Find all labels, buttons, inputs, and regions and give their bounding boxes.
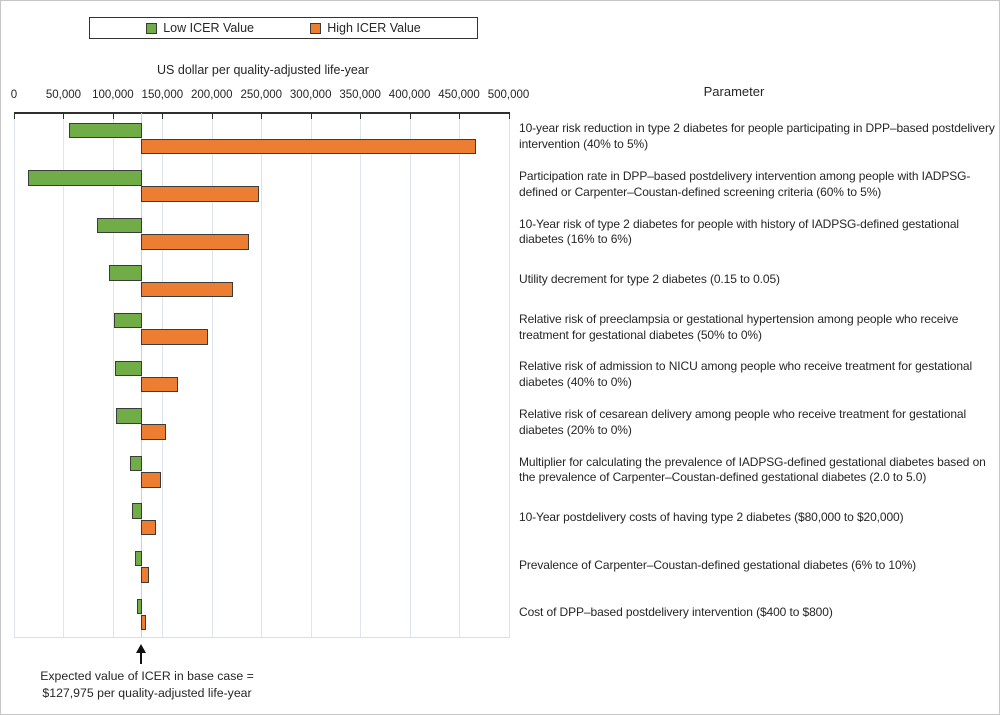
gridline — [112, 113, 114, 637]
x-axis-tick-label: 150,000 — [141, 89, 184, 101]
x-axis-tick — [459, 113, 461, 119]
base-case-annotation-line1: Expected value of ICER in base case = — [40, 669, 254, 683]
high-icer-bar — [140, 567, 149, 583]
x-axis-line — [14, 112, 510, 114]
legend-item-low: Low ICER Value — [146, 21, 254, 35]
x-axis-tick-label: 0 — [10, 89, 18, 101]
low-icer-bar — [69, 122, 142, 138]
x-axis-tick — [508, 113, 510, 119]
high-icer-bar — [140, 472, 162, 488]
low-icer-bar — [114, 360, 142, 376]
parameter-column-header: Parameter — [703, 84, 765, 99]
parameter-label: Participation rate in DPP–based postdeli… — [519, 169, 971, 199]
chart-legend: Low ICER Value High ICER Value — [89, 17, 478, 39]
low-icer-bar — [108, 265, 142, 281]
x-axis-tick-label: 500,000 — [487, 89, 530, 101]
gridline — [310, 113, 312, 637]
gridline — [459, 113, 461, 637]
parameter-label: Relative risk of admission to NICU among… — [519, 359, 973, 390]
high-icer-bar — [140, 424, 167, 440]
base-case-arrow-icon — [135, 643, 146, 653]
x-axis-tick-label: 250,000 — [240, 89, 283, 101]
x-axis-title: US dollar per quality-adjusted life-year — [157, 63, 369, 77]
x-axis-tick — [310, 113, 312, 119]
low-icer-bar — [113, 312, 142, 329]
x-axis-tick-label: 400,000 — [388, 89, 431, 101]
x-axis-tick-label: 450,000 — [438, 89, 480, 101]
parameter-label: Relative risk of cesarean delivery among… — [519, 407, 967, 437]
x-axis-tick-label: 50,000 — [45, 89, 82, 101]
low-icer-bar — [137, 598, 142, 614]
x-axis-tick-label: 100,000 — [92, 89, 134, 101]
x-axis-tick-label: 350,000 — [339, 89, 381, 101]
x-axis-tick — [211, 113, 213, 119]
high-icer-bar — [140, 138, 476, 155]
gridline — [360, 113, 362, 637]
parameter-label: 10-Year postdelivery costs of having typ… — [519, 510, 904, 525]
x-axis-tick — [14, 113, 15, 119]
legend-label-high: High ICER Value — [327, 21, 421, 35]
x-axis-tick-label: 300,000 — [289, 89, 332, 101]
base-case-annotation-line2: $127,975 per quality-adjusted life-year — [42, 685, 252, 700]
plot-bottom-line — [14, 636, 510, 638]
low-icer-bar — [97, 217, 142, 234]
gridline — [162, 113, 164, 637]
low-icer-bar — [135, 550, 142, 567]
x-axis-tick — [162, 113, 164, 119]
gridline — [211, 113, 213, 637]
low-icer-bar — [131, 503, 142, 519]
parameter-label: Utility decrement for type 2 diabetes (0… — [519, 272, 780, 287]
parameter-label: Multiplier for calculating the prevalenc… — [519, 454, 986, 485]
low-icer-bar — [115, 408, 142, 424]
x-axis-tick — [63, 113, 65, 119]
x-axis-tick — [261, 113, 263, 119]
high-icer-bar — [140, 281, 233, 298]
high-icer-swatch-icon — [310, 22, 322, 34]
high-icer-bar — [140, 186, 260, 202]
high-icer-bar — [140, 519, 157, 536]
parameter-label: Cost of DPP–based postdelivery intervent… — [519, 605, 833, 620]
x-axis-tick-label: 200,000 — [191, 89, 233, 101]
high-icer-bar — [140, 234, 250, 250]
high-icer-bar — [140, 614, 147, 631]
high-icer-bar — [140, 329, 208, 345]
parameter-label: Relative risk of preeclampsia or gestati… — [519, 311, 959, 342]
legend-item-high: High ICER Value — [310, 21, 421, 35]
low-icer-bar — [27, 170, 142, 186]
parameter-label: 10-year risk reduction in type 2 diabete… — [519, 121, 995, 152]
x-axis-tick — [112, 113, 114, 119]
legend-label-low: Low ICER Value — [163, 21, 254, 35]
gridline — [409, 113, 411, 637]
high-icer-bar — [140, 376, 179, 393]
low-icer-swatch-icon — [146, 22, 158, 34]
gridline — [14, 113, 15, 637]
gridline — [508, 113, 510, 637]
base-case-annotation: Expected value of ICER in base case = $1… — [27, 668, 267, 702]
gridline — [261, 113, 263, 637]
x-axis-tick — [360, 113, 362, 119]
parameter-label: 10-Year risk of type 2 diabetes for peop… — [519, 216, 959, 247]
base-case-arrow-shaft — [139, 651, 142, 664]
gridline — [63, 113, 65, 637]
x-axis-tick — [409, 113, 411, 119]
parameter-label: Prevalence of Carpenter–Coustan-defined … — [519, 557, 917, 572]
low-icer-bar — [129, 455, 142, 472]
